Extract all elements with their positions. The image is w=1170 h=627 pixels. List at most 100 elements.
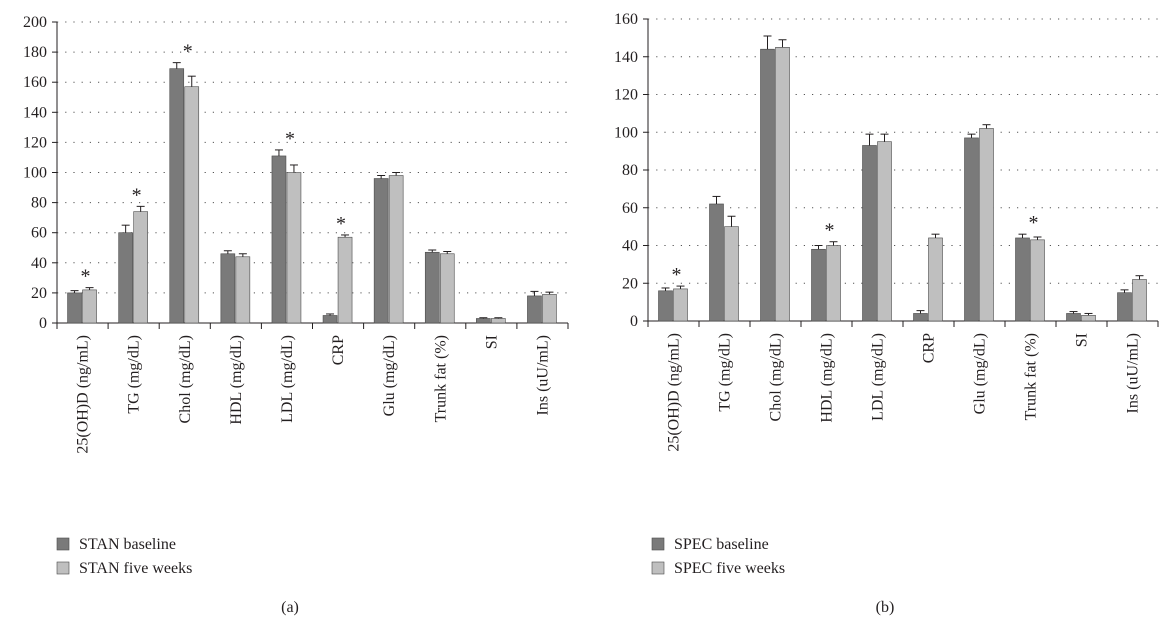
category-label: Chol (mg/dL)	[768, 333, 785, 421]
significance-marker: *	[336, 213, 346, 235]
bar-five-weeks	[775, 47, 790, 322]
category-label: TG (mg/dL)	[717, 333, 734, 412]
bar-baseline	[527, 295, 542, 324]
category-label: CRP	[330, 335, 347, 365]
category-label: HDL (mg/dL)	[819, 333, 836, 423]
y-tick-label: 140	[614, 49, 638, 66]
bar-five-weeks	[388, 175, 404, 324]
y-tick-label: 160	[614, 11, 638, 28]
bar-baseline	[760, 48, 775, 322]
category-label: Glu (mg/dL)	[972, 333, 989, 414]
category-label: CRP	[921, 333, 938, 363]
bar-baseline	[709, 203, 724, 322]
y-tick-label: 120	[614, 87, 638, 104]
category-label: Trunk fat (%)	[1023, 333, 1040, 420]
legend-swatch-baseline	[56, 537, 70, 551]
chart-a-svg: 0 20 40 60 80 100 120 140 160 180 200 * 25(OH)D (ng/…	[23, 14, 569, 616]
legend-label-five-weeks: SPEC five weeks	[674, 560, 785, 577]
category-label: TG (mg/dL)	[126, 335, 143, 414]
y-tick-label: 140	[23, 104, 47, 121]
significance-marker: *	[285, 128, 295, 150]
category-label: Glu (mg/dL)	[381, 335, 398, 416]
y-tick-label: 40	[31, 255, 47, 272]
significance-marker: *	[1029, 212, 1039, 234]
bar-five-weeks	[826, 245, 841, 322]
bar-five-weeks	[928, 237, 943, 322]
y-tick-label: 100	[614, 124, 638, 141]
y-tick-label: 40	[622, 238, 638, 255]
bar-baseline	[118, 232, 133, 324]
panel-label: (b)	[876, 599, 895, 616]
chart-b-svg: 0 20 40 60 80 100 120 140 160 * 25(OH)D (ng/mL) TG …	[614, 11, 1159, 616]
category-label: Ins (uU/mL)	[534, 335, 551, 415]
bar-baseline	[169, 68, 185, 324]
bar-baseline	[67, 292, 82, 324]
bar-baseline	[322, 315, 338, 324]
category-label: SI	[483, 335, 500, 349]
y-tick-label: 160	[23, 74, 47, 91]
significance-marker: *	[183, 41, 193, 63]
y-tick-label: 180	[23, 44, 47, 61]
significance-marker: *	[81, 266, 91, 288]
bar-five-weeks	[286, 172, 302, 324]
bar-five-weeks	[673, 288, 688, 322]
legend-label-baseline: SPEC baseline	[674, 536, 769, 553]
bar-baseline	[373, 178, 389, 324]
category-label: SI	[1074, 333, 1091, 347]
y-tick-label: 80	[31, 195, 47, 212]
category-label: 25(OH)D (ng/mL)	[75, 335, 92, 454]
category-label: Ins (uU/mL)	[1125, 333, 1142, 413]
bar-five-weeks	[337, 236, 353, 324]
bar-baseline	[811, 248, 826, 322]
y-tick-label: 0	[39, 315, 47, 332]
significance-marker: *	[825, 220, 835, 242]
bar-five-weeks	[439, 253, 455, 324]
chart-panel-a: 0 20 40 60 80 100 120 140 160 180 200 * 25(OH)D (ng/…	[0, 0, 585, 622]
bar-baseline	[658, 290, 673, 322]
bar-five-weeks	[1030, 239, 1045, 322]
legend-label-baseline: STAN baseline	[79, 536, 176, 553]
bar-baseline	[476, 318, 491, 324]
bar-five-weeks	[1081, 315, 1096, 322]
legend-swatch-five-weeks	[56, 561, 70, 575]
bar-baseline	[1066, 313, 1081, 322]
bar-five-weeks	[184, 86, 200, 324]
significance-marker: *	[672, 264, 682, 286]
bar-five-weeks	[542, 294, 557, 324]
bar-baseline	[1015, 237, 1030, 322]
bar-baseline	[862, 145, 877, 322]
y-tick-label: 80	[622, 162, 638, 179]
significance-marker: *	[132, 184, 142, 206]
bar-five-weeks	[1132, 279, 1147, 322]
bar-five-weeks	[724, 226, 739, 322]
y-tick-label: 100	[23, 165, 47, 182]
bar-baseline	[220, 253, 236, 324]
bar-five-weeks	[979, 128, 994, 322]
chart-panel-b: 0 20 40 60 80 100 120 140 160 * 25(OH)D (ng/mL) TG …	[585, 0, 1170, 622]
bar-baseline	[1117, 292, 1132, 322]
category-label: Trunk fat (%)	[432, 335, 449, 422]
bar-five-weeks	[82, 289, 97, 324]
y-tick-label: 120	[23, 134, 47, 151]
bar-baseline	[424, 251, 440, 324]
y-tick-label: 200	[23, 14, 47, 31]
y-tick-label: 60	[622, 200, 638, 217]
panel-label: (a)	[281, 599, 299, 616]
legend-swatch-five-weeks	[651, 561, 665, 575]
category-label: 25(OH)D (ng/mL)	[666, 333, 683, 452]
y-tick-label: 20	[622, 275, 638, 292]
legend-label-five-weeks: STAN five weeks	[79, 560, 192, 577]
y-tick-label: 20	[31, 285, 47, 302]
bar-five-weeks	[133, 211, 148, 324]
bar-five-weeks	[235, 256, 251, 324]
category-label: HDL (mg/dL)	[228, 335, 245, 425]
bar-baseline	[964, 137, 979, 322]
bar-baseline	[913, 313, 928, 322]
category-label: LDL (mg/dL)	[279, 335, 296, 423]
bar-five-weeks	[877, 141, 892, 322]
bar-five-weeks	[491, 318, 506, 324]
y-tick-label: 0	[630, 313, 638, 330]
category-label: LDL (mg/dL)	[870, 333, 887, 421]
bar-baseline	[271, 155, 287, 324]
category-label: Chol (mg/dL)	[177, 335, 194, 423]
